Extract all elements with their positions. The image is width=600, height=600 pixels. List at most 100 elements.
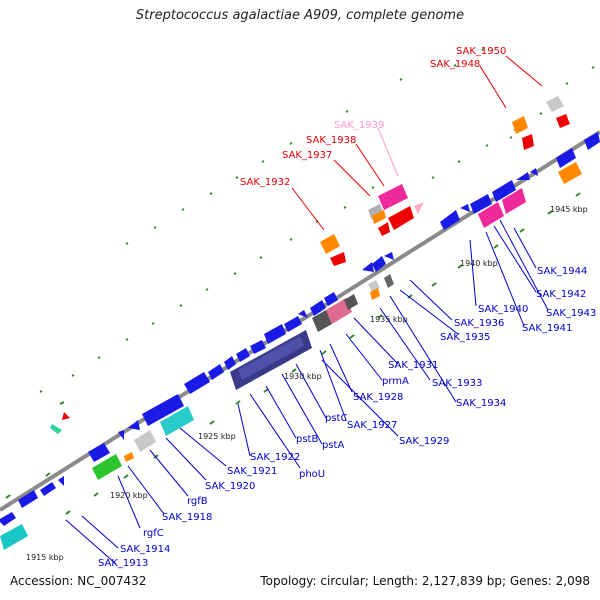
gene-arrow [470, 194, 492, 214]
gene-label-highlight: SAK_1948 [430, 59, 480, 70]
gene-arrow [118, 430, 124, 440]
gene-label: SAK_1942 [536, 289, 586, 300]
gene-arrow [530, 168, 538, 176]
scale-label: 1945 kbp [550, 205, 588, 214]
gene-arrow [492, 180, 516, 202]
gene-arrow [58, 476, 64, 486]
gene-arrow [310, 300, 326, 316]
gene-arrow [88, 443, 110, 462]
gene-arrow [440, 210, 460, 230]
gene-label: SAK_1914 [120, 544, 170, 555]
gene-label: pstC [325, 413, 347, 424]
gene-arrow [250, 340, 266, 354]
gene-purple-inner [238, 336, 304, 380]
gene-arrow [224, 356, 236, 370]
gene-red [388, 206, 414, 230]
colored-genes [0, 96, 582, 550]
gene-label: prmA [382, 376, 409, 387]
scale-label: 1940 kbp [460, 259, 498, 268]
gene-arrow [0, 512, 16, 526]
gene-pink-light [414, 202, 424, 214]
gene-label: SAK_1929 [399, 436, 449, 447]
tick-row-inner [5, 192, 581, 515]
accession: Accession: NC_007432 [10, 574, 147, 588]
gene-label: SAK_1921 [227, 466, 277, 477]
upper-leaders [291, 55, 543, 231]
gene-label: SAK_1928 [353, 392, 403, 403]
tick-row-outer [39, 48, 595, 405]
gene-darkgray [312, 310, 332, 332]
gene-arrow [384, 252, 394, 260]
gene-arrow [128, 420, 140, 430]
gene-red [378, 222, 390, 236]
gene-label: phoU [299, 469, 325, 480]
gene-arrow [324, 292, 338, 306]
gene-orange-upper [320, 234, 340, 254]
gene-arrow [372, 256, 386, 272]
gene-label: SAK_1920 [205, 481, 255, 492]
gene-arrow [142, 394, 184, 426]
gene-label: SAK_1944 [537, 266, 587, 277]
gene-pink [478, 202, 504, 228]
lower-genes [0, 132, 600, 526]
lower-labels: SAK_1913 SAK_1914 rgfC SAK_1918 rgfB SAK… [98, 266, 596, 569]
gene-darkgray [384, 274, 394, 288]
gene-red [522, 134, 534, 150]
gene-arrow [184, 372, 210, 394]
gene-label: SAK_1934 [456, 398, 506, 409]
gene-label-highlight: SAK_1938 [306, 135, 356, 146]
gene-orange [558, 162, 582, 184]
gene-pink [502, 188, 526, 214]
gene-red [330, 252, 346, 266]
scale-label: 1925 kbp [198, 432, 236, 441]
gene-label: SAK_1935 [440, 332, 490, 343]
gene-label: rgfC [143, 528, 164, 539]
gene-red [556, 114, 570, 128]
gene-arrow [584, 132, 600, 150]
gene-label: SAK_1931 [388, 360, 438, 371]
gene-label-highlight: SAK_1950 [456, 46, 506, 57]
gene-gray-upper [546, 96, 564, 112]
gene-orange-upper [372, 210, 386, 224]
gene-cyan [160, 406, 194, 436]
gene-arrow [516, 172, 530, 180]
gene-arrow [460, 204, 470, 212]
gene-label: pstB [296, 434, 318, 445]
gene-darkgray [344, 294, 358, 310]
gene-orange-upper [512, 116, 528, 134]
gene-label: SAK_1943 [546, 308, 596, 319]
gene-label: SAK_1918 [162, 512, 212, 523]
gene-arrow [556, 148, 576, 168]
gene-red-small [62, 412, 70, 420]
gene-gray [134, 430, 156, 452]
gene-label: rgfB [187, 496, 208, 507]
gene-green [92, 454, 122, 480]
gene-label: pstA [322, 440, 344, 451]
gene-arrow [18, 490, 38, 508]
gene-label: SAK_1922 [250, 452, 300, 463]
gene-arrow [208, 364, 224, 380]
gene-label: SAK_1933 [432, 378, 482, 389]
gene-orange [124, 452, 134, 462]
gene-cyan-small [50, 424, 62, 434]
gene-label-highlight: SAK_1937 [282, 150, 332, 161]
gene-pink-upper [378, 184, 408, 210]
gene-label: SAK_1940 [478, 304, 528, 315]
gene-pink [326, 298, 352, 324]
gene-arrow [264, 324, 286, 344]
gene-label: SAK_1913 [98, 558, 148, 569]
scale-label: 1920 kbp [110, 491, 148, 500]
gene-label: SAK_1927 [347, 420, 397, 431]
gene-label-pseudo: SAK_1939 [334, 120, 384, 131]
gene-label: SAK_1941 [522, 323, 572, 334]
gene-arrow [298, 310, 308, 318]
gene-label: SAK_1936 [454, 318, 504, 329]
gene-arrow [236, 348, 250, 362]
gene-orange [370, 288, 380, 300]
scale-label: 1915 kbp [26, 553, 64, 562]
scale-label: 1935 kbp [370, 315, 408, 324]
upper-labels: SAK_1932 SAK_1937 SAK_1938 SAK_1939 SAK_… [240, 46, 506, 188]
gene-arrow [362, 262, 374, 272]
gene-label-highlight: SAK_1932 [240, 177, 290, 188]
